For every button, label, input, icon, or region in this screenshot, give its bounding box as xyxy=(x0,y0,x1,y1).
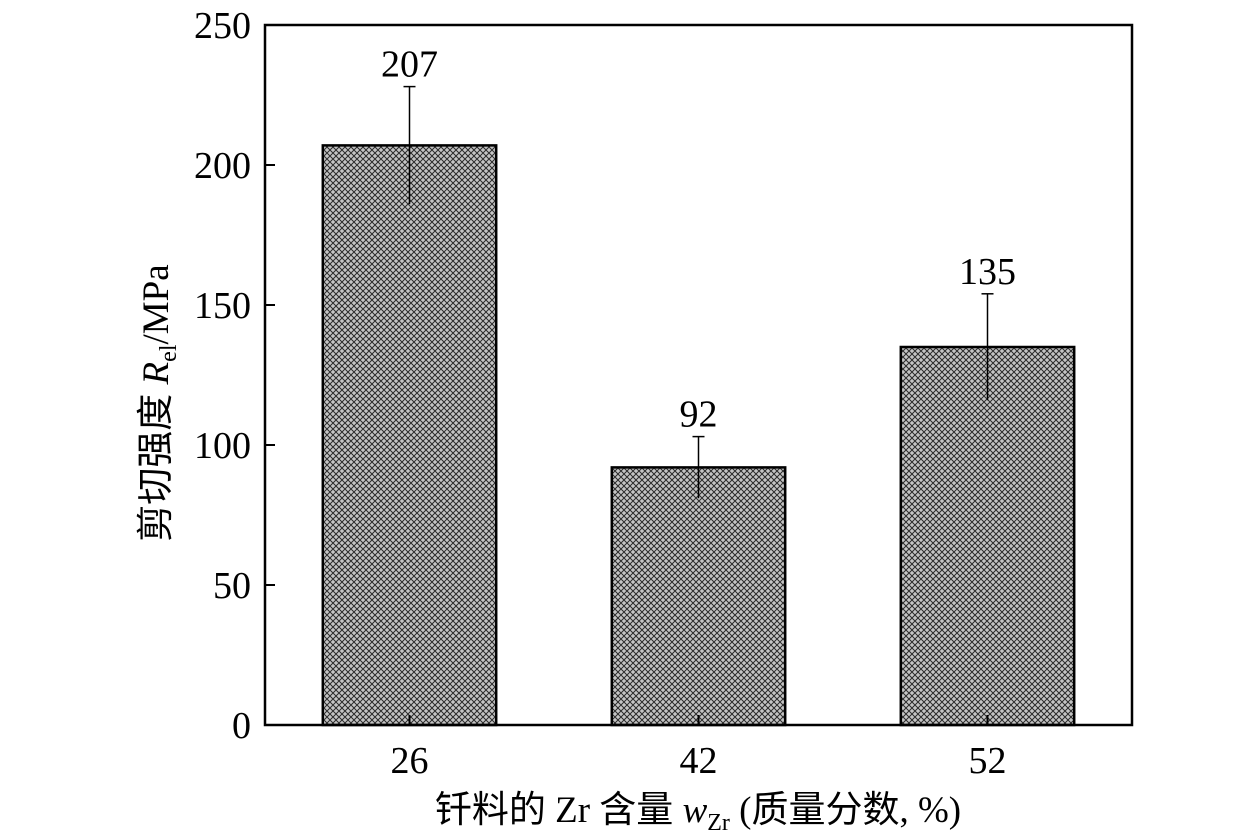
bar-42 xyxy=(610,466,787,727)
y-axis-title-suffix: /MPa xyxy=(136,264,177,344)
y-axis-ticks: 0 50 100 150 200 250 xyxy=(194,5,275,747)
x-axis-title-suffix: (质量分数, %) xyxy=(730,789,961,831)
x-tick-label-42: 42 xyxy=(680,740,718,782)
data-label-42: 92 xyxy=(680,394,718,436)
x-axis-title: 钎料的 Zr 含量 wZr (质量分数, %) xyxy=(435,789,961,836)
y-axis-title: 剪切强度 Rel/MPa xyxy=(135,264,182,541)
y-tick-label-100: 100 xyxy=(194,425,251,467)
y-tick-label-250: 250 xyxy=(194,5,251,47)
y-axis-title-subscript: el xyxy=(156,344,182,362)
x-tick-label-52: 52 xyxy=(969,740,1007,782)
x-tick-label-26: 26 xyxy=(391,740,429,782)
bar-52 xyxy=(899,345,1076,727)
y-tick-label-150: 150 xyxy=(194,285,251,327)
x-axis-ticks: 26 42 52 xyxy=(391,715,1007,782)
error-bars-layer xyxy=(403,85,994,499)
x-axis-title-symbol: w xyxy=(683,790,708,831)
y-tick-label-200: 200 xyxy=(194,145,251,187)
x-axis-title-prefix: 钎料的 Zr 含量 xyxy=(435,789,683,831)
y-tick-label-0: 0 xyxy=(232,705,251,747)
bar-26 xyxy=(321,144,498,727)
y-tick-label-50: 50 xyxy=(213,565,251,607)
data-label-52: 135 xyxy=(959,251,1016,293)
data-labels-layer: 207 92 135 xyxy=(381,44,1016,436)
y-axis-title-symbol: R xyxy=(136,362,177,386)
data-label-26: 207 xyxy=(381,44,438,86)
x-axis-title-subscript: Zr xyxy=(707,810,730,836)
y-axis-title-prefix: 剪切强度 xyxy=(135,384,177,541)
